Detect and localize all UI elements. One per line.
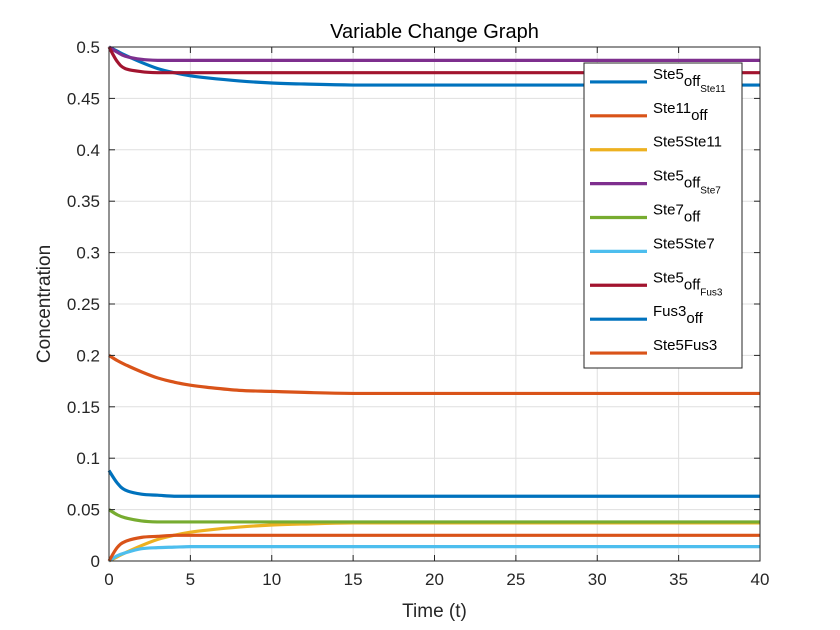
y-tick-label: 0.15 — [67, 398, 100, 417]
y-tick-label: 0.5 — [76, 38, 100, 57]
y-tick-label: 0.2 — [76, 346, 100, 365]
legend-entry-label: Ste5offSte11 — [653, 66, 726, 95]
x-tick-label: 5 — [186, 570, 195, 589]
x-tick-label: 10 — [262, 570, 281, 589]
x-tick-label: 0 — [104, 570, 113, 589]
series-lines — [107, 45, 761, 563]
x-tick-label: 25 — [506, 570, 525, 589]
series-line-9 — [107, 533, 760, 562]
legend-box — [583, 62, 743, 369]
series-line-7 — [107, 46, 760, 75]
legend-entry-label: Fus3off — [653, 303, 704, 327]
x-tick-label: 35 — [669, 570, 688, 589]
y-tick-label: 0.1 — [76, 449, 100, 468]
x-tick-label: 15 — [344, 570, 363, 589]
series-line-6 — [108, 545, 760, 563]
y-tick-label: 0 — [91, 552, 100, 571]
y-tick-label: 0.05 — [67, 501, 100, 520]
y-tick-label: 0.45 — [67, 89, 100, 108]
x-tick-label: 20 — [425, 570, 444, 589]
y-tick-label: 0.25 — [67, 295, 100, 314]
series-line-4 — [108, 45, 760, 62]
y-tick-label: 0.3 — [76, 244, 100, 263]
series-line-2 — [108, 354, 760, 396]
series-line-8 — [107, 469, 760, 498]
legend-entry-label: Ste5offSte7 — [653, 168, 721, 197]
x-tick-label: 40 — [751, 570, 770, 589]
y-tick-label: 0.35 — [67, 192, 100, 211]
series-line-5 — [108, 508, 761, 524]
legend-entry-label: Ste11off — [653, 100, 708, 124]
series-line-1 — [108, 45, 760, 87]
y-tick-label: 0.4 — [76, 141, 100, 160]
legend-entry-label: Ste5Ste11 — [653, 134, 722, 151]
ticks: 0 5 10 15 20 25 30 35 40 0 0.05 0.1 0.15 0.2 0.25 0.3 0.… — [67, 38, 770, 589]
legend-entry-label: Ste5offFus3 — [653, 269, 723, 298]
legend-entry-label: Ste5Fus3 — [653, 337, 717, 354]
legend-entry-label: Ste5Ste7 — [653, 235, 715, 252]
legend: Ste5offSte11 Ste11off Ste5Ste11 Ste5offSte7… — [583, 62, 743, 369]
x-axis-title: Time (t) — [402, 601, 467, 622]
chart-title: Variable Change Graph — [330, 21, 539, 43]
y-axis-title: Concentration — [34, 245, 55, 363]
legend-entry-label: Ste7off — [653, 202, 701, 226]
x-tick-label: 30 — [588, 570, 607, 589]
